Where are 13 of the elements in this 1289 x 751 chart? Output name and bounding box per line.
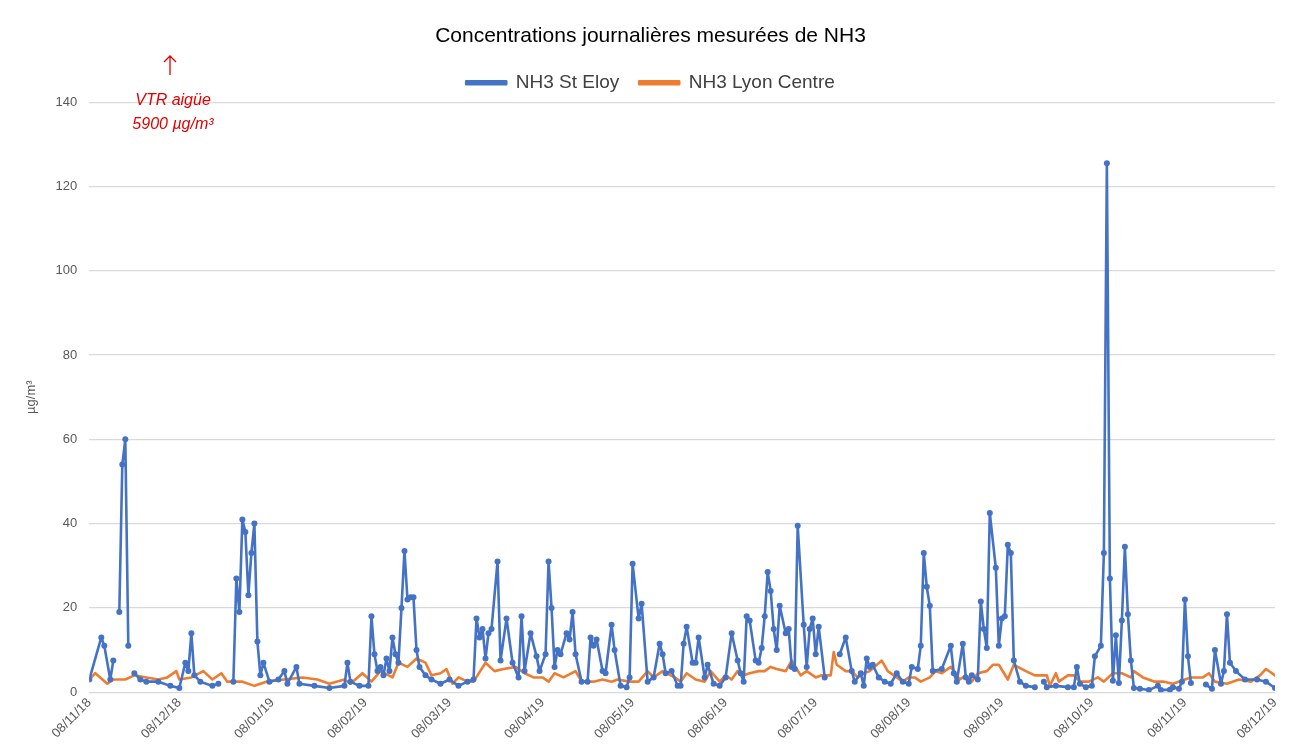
chart-title: Concentrations journalières mesurées de NH3: [435, 23, 866, 47]
y-tick-label: 40: [62, 515, 78, 531]
y-tick-label: 20: [62, 599, 78, 615]
legend-label: NH3 Lyon Centre: [688, 70, 835, 92]
y-tick-label: 120: [55, 178, 78, 194]
y-tick-label: 60: [62, 430, 78, 446]
y-tick-label: 100: [55, 262, 78, 278]
y-tick-label: 80: [62, 346, 78, 362]
y-axis-title: µg/m³: [23, 379, 39, 414]
y-tick-label: 0: [70, 683, 78, 699]
legend-label: NH3 St Eloy: [515, 70, 620, 92]
annotation: VTR aigüe 5900 µg/m³: [131, 90, 215, 134]
y-tick-label: 140: [55, 93, 78, 109]
